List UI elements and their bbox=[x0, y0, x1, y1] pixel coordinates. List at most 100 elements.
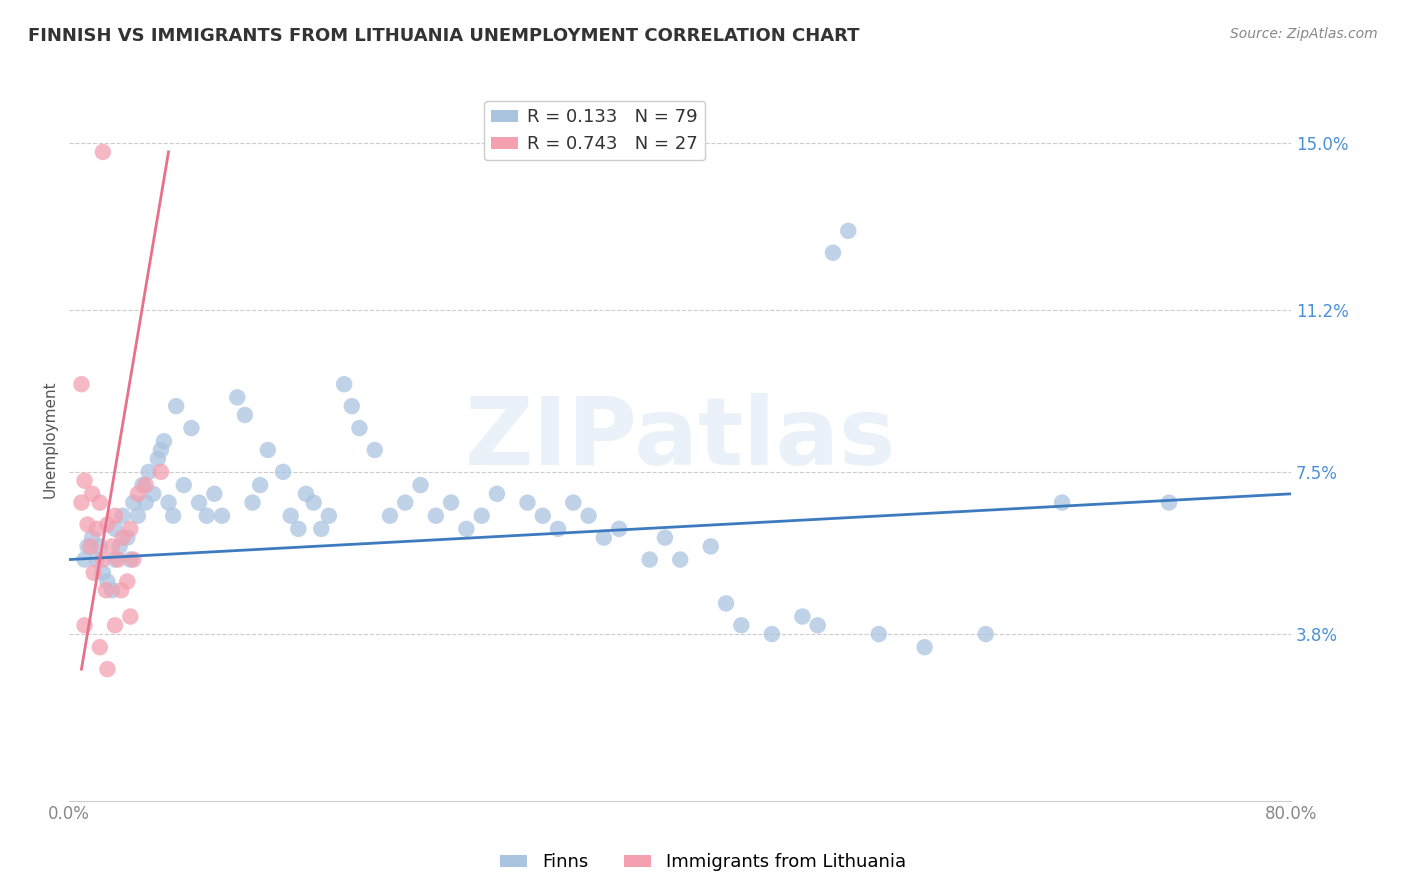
Point bbox=[485, 487, 508, 501]
Point bbox=[195, 508, 218, 523]
Point bbox=[91, 145, 114, 159]
Point bbox=[837, 224, 859, 238]
Text: ZIPatlas: ZIPatlas bbox=[464, 393, 896, 485]
Point bbox=[211, 508, 233, 523]
Point bbox=[91, 566, 114, 580]
Point bbox=[96, 517, 118, 532]
Point bbox=[914, 640, 936, 655]
Point bbox=[73, 618, 96, 632]
Point bbox=[516, 495, 538, 509]
Point bbox=[89, 640, 111, 655]
Point bbox=[638, 552, 661, 566]
Point bbox=[135, 478, 157, 492]
Point bbox=[94, 583, 117, 598]
Point bbox=[807, 618, 830, 632]
Point bbox=[173, 478, 195, 492]
Point bbox=[117, 531, 139, 545]
Point bbox=[149, 442, 172, 457]
Point bbox=[122, 495, 145, 509]
Point bbox=[104, 508, 127, 523]
Point bbox=[378, 508, 401, 523]
Point bbox=[111, 508, 134, 523]
Point bbox=[70, 377, 93, 392]
Point bbox=[101, 540, 124, 554]
Point bbox=[146, 451, 169, 466]
Point bbox=[165, 399, 187, 413]
Point bbox=[333, 377, 356, 392]
Point bbox=[471, 508, 494, 523]
Point bbox=[142, 487, 165, 501]
Point bbox=[700, 540, 723, 554]
Point bbox=[188, 495, 211, 509]
Point bbox=[120, 522, 142, 536]
Point bbox=[86, 552, 108, 566]
Point bbox=[425, 508, 447, 523]
Point bbox=[295, 487, 318, 501]
Point bbox=[108, 540, 131, 554]
Point bbox=[127, 508, 149, 523]
Point bbox=[242, 495, 264, 509]
Point bbox=[83, 566, 105, 580]
Point bbox=[73, 474, 96, 488]
Point bbox=[86, 522, 108, 536]
Point bbox=[110, 583, 132, 598]
Text: FINNISH VS IMMIGRANTS FROM LITHUANIA UNEMPLOYMENT CORRELATION CHART: FINNISH VS IMMIGRANTS FROM LITHUANIA UNE… bbox=[28, 27, 859, 45]
Point bbox=[149, 465, 172, 479]
Point bbox=[607, 522, 630, 536]
Point bbox=[73, 552, 96, 566]
Legend: Finns, Immigrants from Lithuania: Finns, Immigrants from Lithuania bbox=[494, 847, 912, 879]
Point bbox=[111, 531, 134, 545]
Point bbox=[547, 522, 569, 536]
Point bbox=[226, 391, 249, 405]
Point bbox=[122, 552, 145, 566]
Point bbox=[249, 478, 271, 492]
Point bbox=[70, 495, 93, 509]
Point bbox=[340, 399, 363, 413]
Point bbox=[271, 465, 294, 479]
Point bbox=[82, 531, 104, 545]
Point bbox=[101, 583, 124, 598]
Point bbox=[76, 517, 98, 532]
Point bbox=[761, 627, 783, 641]
Point bbox=[974, 627, 997, 641]
Point bbox=[318, 508, 340, 523]
Point bbox=[456, 522, 478, 536]
Point bbox=[76, 540, 98, 554]
Point bbox=[669, 552, 692, 566]
Point bbox=[394, 495, 416, 509]
Point bbox=[107, 552, 129, 566]
Point bbox=[256, 442, 278, 457]
Point bbox=[730, 618, 752, 632]
Point bbox=[868, 627, 890, 641]
Point bbox=[364, 442, 387, 457]
Point bbox=[714, 596, 737, 610]
Point bbox=[592, 531, 614, 545]
Point bbox=[654, 531, 676, 545]
Point bbox=[302, 495, 325, 509]
Point bbox=[821, 245, 844, 260]
Point bbox=[104, 522, 127, 536]
Y-axis label: Unemployment: Unemployment bbox=[44, 380, 58, 498]
Point bbox=[117, 574, 139, 589]
Point bbox=[1050, 495, 1073, 509]
Point bbox=[82, 487, 104, 501]
Text: Source: ZipAtlas.com: Source: ZipAtlas.com bbox=[1230, 27, 1378, 41]
Point bbox=[409, 478, 432, 492]
Point bbox=[349, 421, 371, 435]
Point bbox=[1157, 495, 1180, 509]
Point bbox=[138, 465, 160, 479]
Point bbox=[91, 552, 114, 566]
Point bbox=[131, 478, 153, 492]
Legend: R = 0.133   N = 79, R = 0.743   N = 27: R = 0.133 N = 79, R = 0.743 N = 27 bbox=[484, 101, 706, 161]
Point bbox=[96, 574, 118, 589]
Point bbox=[157, 495, 180, 509]
Point bbox=[287, 522, 309, 536]
Point bbox=[792, 609, 814, 624]
Point bbox=[104, 552, 127, 566]
Point bbox=[89, 495, 111, 509]
Point bbox=[162, 508, 184, 523]
Point bbox=[120, 609, 142, 624]
Point bbox=[104, 618, 127, 632]
Point bbox=[153, 434, 176, 449]
Point bbox=[79, 540, 101, 554]
